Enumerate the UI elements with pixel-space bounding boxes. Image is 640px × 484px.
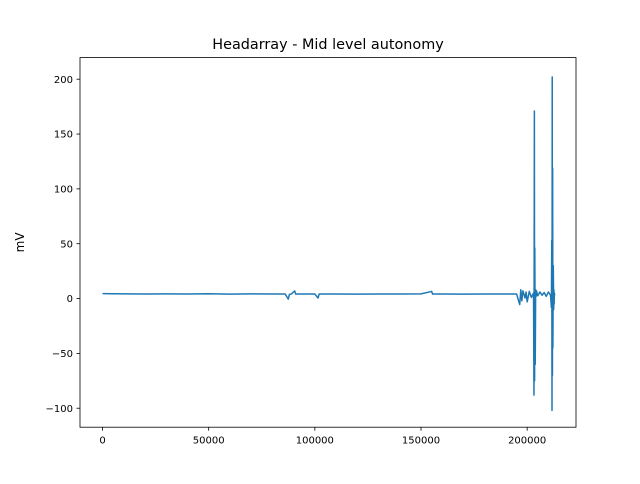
y-tick-label: 0 (67, 294, 73, 305)
x-tick-label: 0 (99, 436, 105, 447)
axis-ticks: 0 50000 100000 150000 200000 −100 −50 0 50 100 150… (46, 75, 547, 447)
x-tick-label: 50000 (193, 436, 225, 447)
y-tick-label: 50 (60, 239, 73, 250)
series-layer (102, 76, 556, 412)
y-tick-label: −50 (52, 349, 73, 360)
y-tick-label: 100 (54, 184, 73, 195)
axes-frame (79, 57, 577, 428)
x-tick-label: 200000 (508, 436, 546, 447)
y-tick-label: −100 (46, 404, 73, 415)
y-tick-label: 150 (54, 130, 73, 141)
plot-area (80, 57, 576, 428)
y-axis-label: mV (13, 232, 27, 253)
chart-title: Headarray - Mid level autonomy (212, 37, 444, 53)
x-tick-label: 100000 (296, 436, 334, 447)
y-tick-label: 200 (54, 75, 73, 86)
x-tick-label: 150000 (402, 436, 440, 447)
series-line-0 (102, 76, 556, 412)
